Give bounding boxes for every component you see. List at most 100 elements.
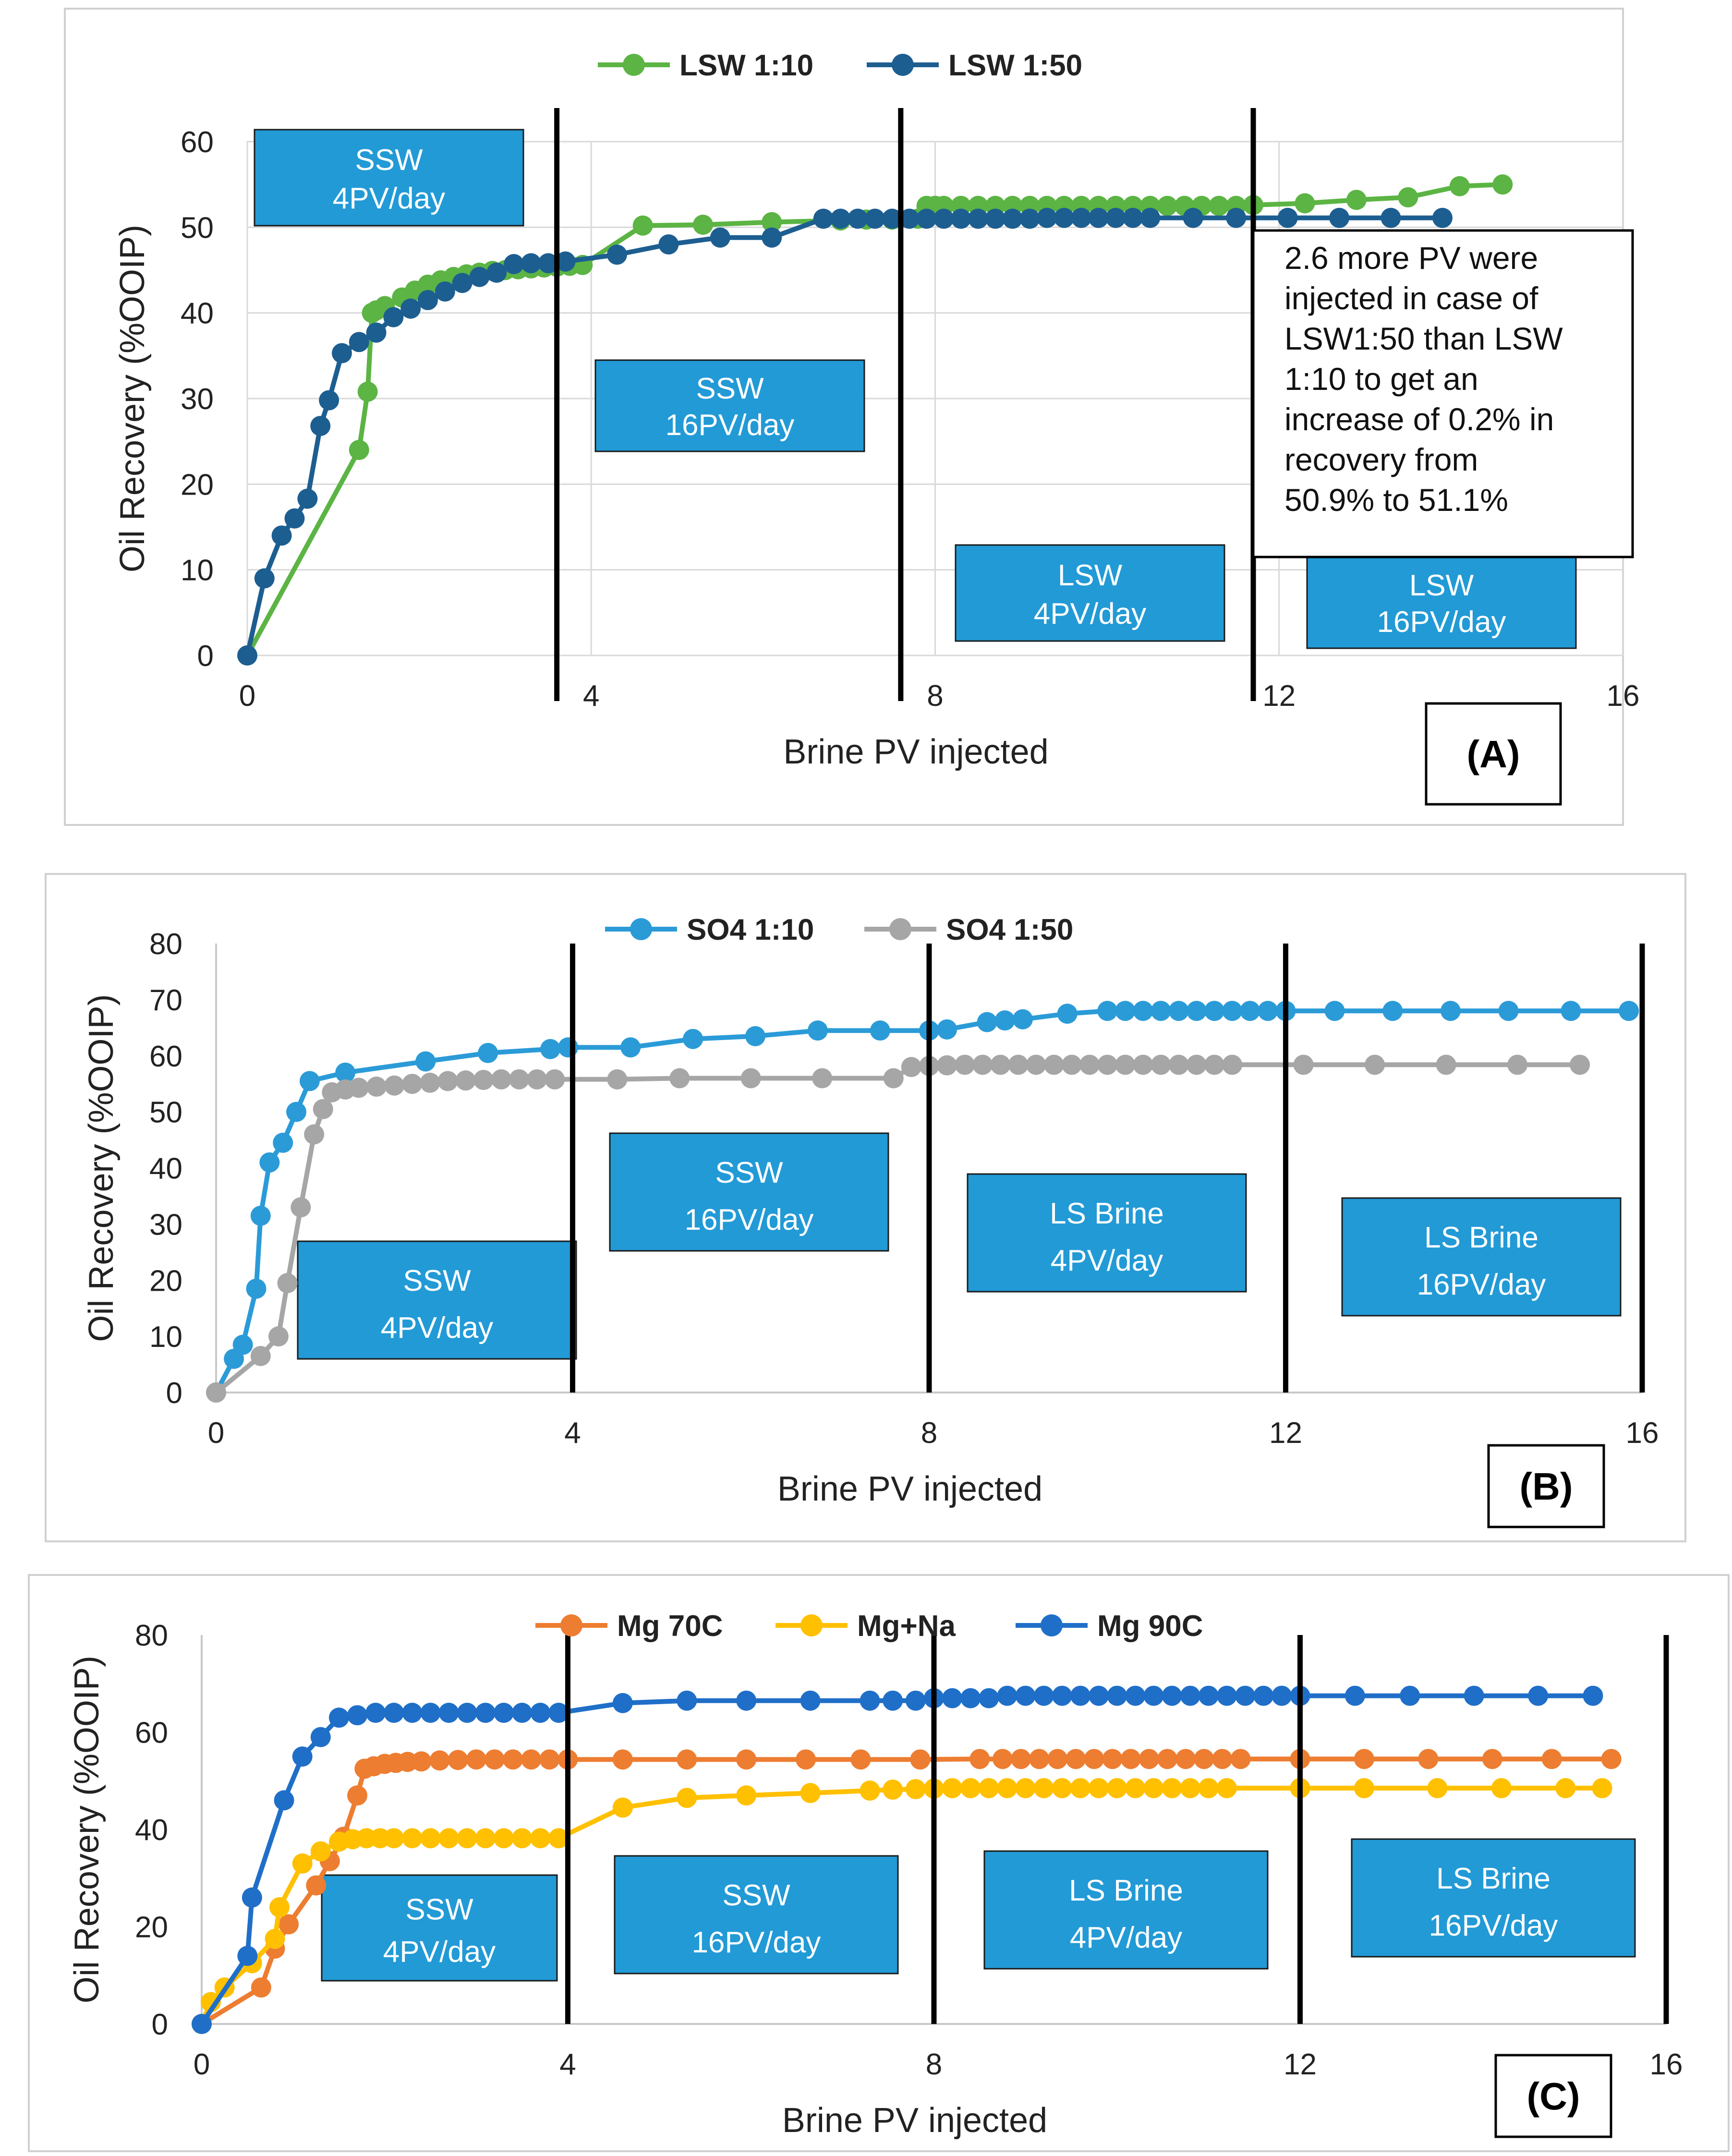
- y-tick-label: 60: [181, 126, 214, 159]
- data-point: [545, 1069, 565, 1090]
- data-point: [448, 1750, 468, 1770]
- phase-box-rate: 4PV/day: [381, 1311, 493, 1344]
- phase-box: [297, 1240, 577, 1360]
- phase-box-label: SSW: [696, 372, 764, 405]
- x-tick-label: 12: [1284, 2048, 1317, 2081]
- annotation-line: LSW1:50 than LSW: [1284, 321, 1563, 356]
- phase-box: [1306, 556, 1577, 649]
- data-point: [1026, 1054, 1046, 1075]
- phase-box-label: SSW: [715, 1156, 783, 1189]
- phase-box: [614, 1855, 899, 1974]
- data-point: [512, 1703, 533, 1723]
- data-point: [1198, 1778, 1219, 1798]
- data-point: [1107, 1685, 1127, 1706]
- annotation-line: 50.9% to 51.1%: [1284, 482, 1508, 518]
- data-point: [250, 1346, 271, 1367]
- data-point: [1240, 1001, 1260, 1021]
- data-point: [1226, 207, 1247, 228]
- data-point: [1162, 1778, 1182, 1798]
- annotation-line: 1:10 to get an: [1284, 361, 1478, 397]
- data-point: [1008, 1054, 1029, 1075]
- data-point: [606, 244, 627, 265]
- x-tick-label: 8: [921, 1417, 937, 1450]
- data-point: [1180, 1685, 1200, 1706]
- data-point: [1253, 1685, 1274, 1706]
- data-point: [882, 208, 902, 229]
- data-point: [1583, 1685, 1603, 1706]
- phase-box-label: SSW: [722, 1879, 790, 1912]
- data-point: [968, 208, 989, 229]
- data-point: [1143, 1778, 1164, 1798]
- data-point: [1066, 1749, 1086, 1769]
- data-point: [1002, 208, 1023, 229]
- data-point: [269, 1897, 290, 1917]
- data-point: [1079, 1054, 1100, 1075]
- data-point: [310, 1727, 331, 1747]
- data-point: [683, 1029, 703, 1049]
- y-tick-label: 40: [181, 297, 214, 330]
- data-point: [504, 254, 524, 275]
- data-point: [384, 1828, 404, 1849]
- data-point: [910, 1749, 931, 1770]
- data-point: [347, 1705, 368, 1726]
- data-point: [1440, 1001, 1461, 1021]
- data-point: [292, 1746, 313, 1767]
- y-tick-label: 80: [149, 928, 182, 961]
- x-tick-label: 4: [559, 2048, 576, 2081]
- data-point: [366, 1077, 387, 1097]
- data-point: [1097, 1054, 1118, 1075]
- data-point: [955, 1054, 975, 1075]
- data-point: [521, 253, 541, 274]
- data-point: [1541, 1749, 1562, 1769]
- data-point: [1115, 1054, 1136, 1075]
- data-point: [402, 1703, 423, 1723]
- panel-label: (A): [1466, 733, 1520, 775]
- y-axis-title: Oil Recovery (%OOIP): [82, 994, 121, 1342]
- data-point: [990, 1054, 1011, 1075]
- data-point: [192, 2014, 212, 2034]
- data-point: [997, 1685, 1017, 1706]
- data-point: [1324, 1001, 1345, 1021]
- data-point: [1052, 1685, 1072, 1706]
- data-point: [942, 1688, 963, 1708]
- data-point: [1194, 1749, 1214, 1769]
- data-point: [960, 1778, 981, 1798]
- data-point: [206, 1382, 226, 1403]
- data-point: [1427, 1778, 1448, 1798]
- data-point: [1115, 1001, 1136, 1021]
- data-point: [1198, 1685, 1219, 1706]
- data-point: [937, 1055, 957, 1076]
- data-point: [284, 508, 305, 529]
- data-point: [491, 1069, 511, 1090]
- phase-box-label: LS Brine: [1436, 1862, 1550, 1895]
- data-point: [883, 1779, 903, 1800]
- data-point: [1133, 1001, 1153, 1021]
- data-point: [527, 1069, 547, 1090]
- data-point: [1570, 1054, 1590, 1075]
- data-point: [420, 1072, 440, 1093]
- legend-label: Mg 70C: [617, 1610, 723, 1643]
- data-point: [1089, 1778, 1109, 1798]
- data-point: [969, 1749, 990, 1769]
- data-point: [1070, 1778, 1090, 1798]
- data-point: [1354, 1749, 1374, 1769]
- data-point: [1057, 1004, 1078, 1024]
- data-point: [265, 1928, 285, 1949]
- data-point: [452, 273, 472, 293]
- data-point: [347, 1785, 368, 1806]
- phase-box: [1351, 1838, 1636, 1958]
- data-point: [538, 253, 558, 274]
- data-point: [273, 1132, 293, 1153]
- data-point: [762, 227, 782, 248]
- data-point: [1140, 207, 1161, 228]
- data-point: [1235, 1685, 1256, 1706]
- data-point: [658, 234, 679, 254]
- x-tick-label: 0: [208, 1417, 224, 1450]
- data-point: [494, 1828, 514, 1849]
- legend-swatch-marker: [630, 918, 652, 940]
- data-point: [383, 307, 404, 327]
- phase-box-label: LS Brine: [1424, 1221, 1538, 1254]
- x-tick-label: 4: [583, 679, 599, 713]
- data-point: [1012, 1009, 1033, 1030]
- data-point: [1381, 207, 1401, 228]
